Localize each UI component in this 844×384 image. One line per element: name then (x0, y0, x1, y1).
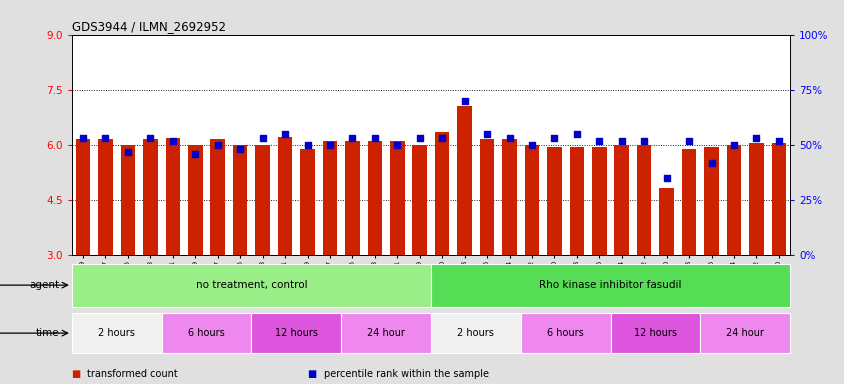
Text: 2 hours: 2 hours (457, 328, 494, 338)
Bar (121, 145, 135, 255)
Text: 2 hours: 2 hours (98, 328, 135, 338)
Bar (592, 147, 606, 255)
Bar (771, 143, 785, 255)
Point (99, 135, 112, 141)
Bar (457, 106, 471, 255)
Bar (390, 141, 404, 255)
Bar (72, 263, 430, 307)
Text: ■: ■ (72, 369, 84, 379)
Point (166, 137, 180, 144)
Point (659, 175, 673, 181)
Text: time: time (35, 328, 59, 338)
Point (143, 135, 157, 141)
Text: 12 hours: 12 hours (274, 328, 317, 338)
Bar (681, 149, 695, 255)
Bar (726, 145, 740, 255)
Bar (520, 313, 610, 353)
Bar (278, 137, 292, 255)
Bar (233, 145, 247, 255)
Point (188, 151, 202, 157)
Point (525, 142, 538, 148)
Bar (165, 137, 180, 255)
Bar (98, 139, 112, 255)
Bar (322, 141, 337, 255)
Text: 24 hour: 24 hour (725, 328, 763, 338)
Bar (546, 147, 561, 255)
Bar (255, 145, 269, 255)
Point (681, 137, 695, 144)
Bar (524, 145, 538, 255)
Text: no treatment, control: no treatment, control (195, 280, 307, 290)
Text: 6 hours: 6 hours (547, 328, 583, 338)
Point (345, 135, 359, 141)
Bar (161, 313, 252, 353)
Bar (479, 139, 494, 255)
Point (614, 137, 628, 144)
Point (390, 142, 403, 148)
Text: 24 hour: 24 hour (366, 328, 404, 338)
Point (749, 135, 762, 141)
Point (502, 135, 516, 141)
Text: ■: ■ (308, 369, 321, 379)
Point (256, 135, 269, 141)
Bar (430, 263, 789, 307)
Text: percentile rank within the sample: percentile rank within the sample (323, 369, 488, 379)
Point (322, 142, 336, 148)
Point (592, 137, 605, 144)
Point (479, 131, 493, 137)
Point (771, 137, 785, 144)
Bar (569, 147, 583, 255)
Bar (430, 313, 520, 353)
Bar (636, 145, 651, 255)
Point (547, 135, 560, 141)
Point (727, 142, 740, 148)
Bar (143, 139, 158, 255)
Text: Rho kinase inhibitor fasudil: Rho kinase inhibitor fasudil (538, 280, 681, 290)
Point (457, 98, 471, 104)
Point (413, 135, 426, 141)
Point (233, 146, 246, 152)
Point (278, 131, 291, 137)
Text: transformed count: transformed count (87, 369, 177, 379)
Bar (344, 141, 360, 255)
Bar (412, 145, 426, 255)
Bar (703, 147, 718, 255)
Text: 6 hours: 6 hours (188, 328, 225, 338)
Bar (341, 313, 430, 353)
Point (211, 142, 225, 148)
Point (76, 135, 89, 141)
Text: agent: agent (29, 280, 59, 290)
Bar (367, 141, 381, 255)
Point (570, 131, 583, 137)
Bar (76, 139, 90, 255)
Point (368, 135, 381, 141)
Point (300, 142, 314, 148)
Bar (300, 149, 315, 255)
Bar (614, 145, 628, 255)
Bar (435, 132, 449, 255)
Bar (610, 313, 700, 353)
Point (704, 160, 717, 166)
Point (121, 149, 134, 155)
Bar (501, 139, 517, 255)
Point (636, 137, 650, 144)
Bar (210, 139, 225, 255)
Bar (252, 313, 341, 353)
Point (435, 135, 448, 141)
Text: GDS3944 / ILMN_2692952: GDS3944 / ILMN_2692952 (72, 20, 225, 33)
Bar (749, 143, 763, 255)
Text: 12 hours: 12 hours (633, 328, 676, 338)
Bar (700, 313, 789, 353)
Bar (72, 313, 161, 353)
Bar (658, 189, 674, 255)
Bar (187, 145, 203, 255)
